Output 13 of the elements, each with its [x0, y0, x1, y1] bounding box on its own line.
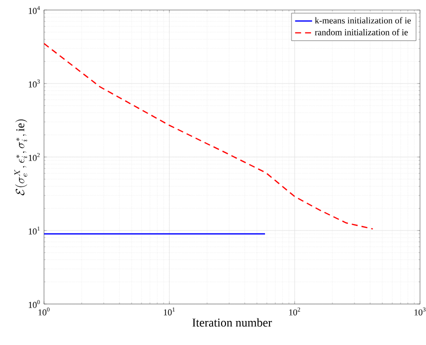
y-axis-title: $\mathcal{E}(\sigma_e^{X}, \epsilon_i^{*}, \sigma_i^{*}, \mathrm{ie})$ [14, 120, 28, 196]
x-axis-title: Iteration number [192, 318, 272, 327]
y-tick-label: 10$^{0}$ [28, 300, 40, 308]
y-tick-label: 10$^{3}$ [28, 80, 40, 88]
x-tick-label: 10$^{3}$ [414, 308, 426, 316]
x-tick-label: 10$^{0}$ [38, 308, 50, 316]
x-tick-label: 10$^{1}$ [164, 308, 175, 316]
y-tick-label: 10$^{2}$ [28, 153, 40, 161]
y-tick-label: 10$^{1}$ [28, 226, 40, 234]
legend-label: k-means initialization of ie [314, 17, 411, 24]
legend-label: random initialization of ie [314, 28, 408, 36]
y-tick-label: 10$^{4}$ [28, 6, 40, 14]
x-tick-label: 10$^{2}$ [289, 308, 300, 316]
